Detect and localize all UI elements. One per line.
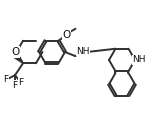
Text: NH: NH — [76, 46, 90, 56]
Polygon shape — [14, 55, 23, 63]
Text: O: O — [11, 47, 20, 57]
Text: F: F — [12, 81, 18, 90]
Text: NH: NH — [132, 56, 146, 64]
Text: F: F — [3, 75, 9, 84]
Text: O: O — [62, 30, 71, 40]
Text: F: F — [18, 78, 24, 87]
